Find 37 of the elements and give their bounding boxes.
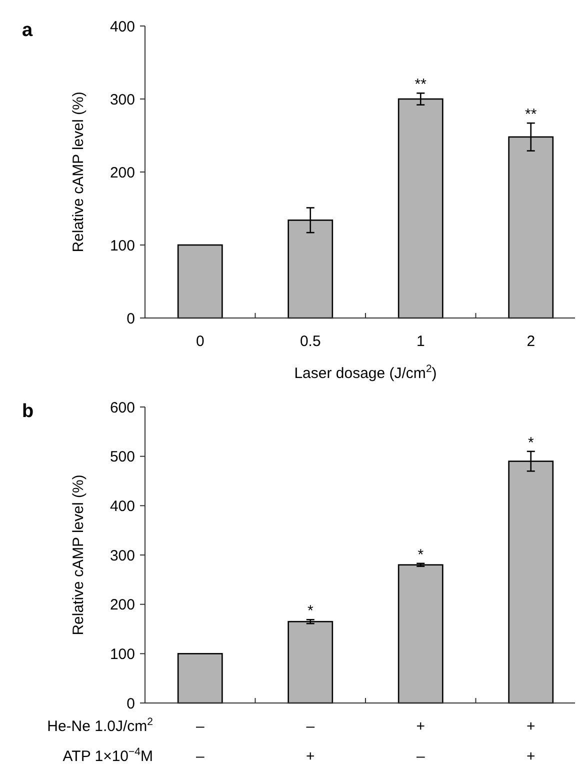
y-tick-label: 400 [110,498,135,515]
x-tick-label: 0 [196,333,204,350]
x-tick-label: – – [196,718,205,765]
annotation: * [528,434,534,452]
y-axis-title: Relative cAMP level (%) [70,92,87,252]
x-tick-label: 0.5 [300,333,321,350]
annotation: * [307,602,314,620]
y-axis-title: Relative cAMP level (%) [70,474,87,636]
bar [177,653,223,704]
y-tick-label: 100 [110,237,135,254]
y-tick-label: 300 [110,91,135,108]
y-tick-label: 0 [126,310,135,328]
y-tick-label: 500 [110,448,135,466]
y-tick-label: 0 [126,695,135,712]
y-tick-label: 600 [110,399,135,416]
annotation: * [418,546,424,564]
annotation: ** [525,106,537,124]
text: ATP 1×10$^{−4}$M [62,746,153,765]
text: He-Ne 1.0J/cm$^{2}$ [47,716,154,735]
bar [398,98,444,319]
chart-title: b [22,401,34,422]
y-tick-label: 200 [110,596,135,614]
x-tick-label: + – [416,718,426,765]
bar [177,244,223,319]
bar [398,564,444,704]
x-tick-label: 2 [526,333,536,350]
x-axis-title: Laser dosage (J/cm$^{2}$) [294,363,437,382]
x-tick-label: – + [306,718,316,765]
y-tick-label: 200 [110,164,135,182]
y-tick-label: 400 [110,18,135,36]
y-tick-label: 300 [110,547,135,564]
bar [288,620,334,704]
x-tick-label: 1 [416,333,425,350]
chart-title: a [22,20,33,41]
x-tick-label: + + [526,718,536,765]
annotation: ** [414,76,427,94]
y-tick-label: 100 [110,646,135,663]
